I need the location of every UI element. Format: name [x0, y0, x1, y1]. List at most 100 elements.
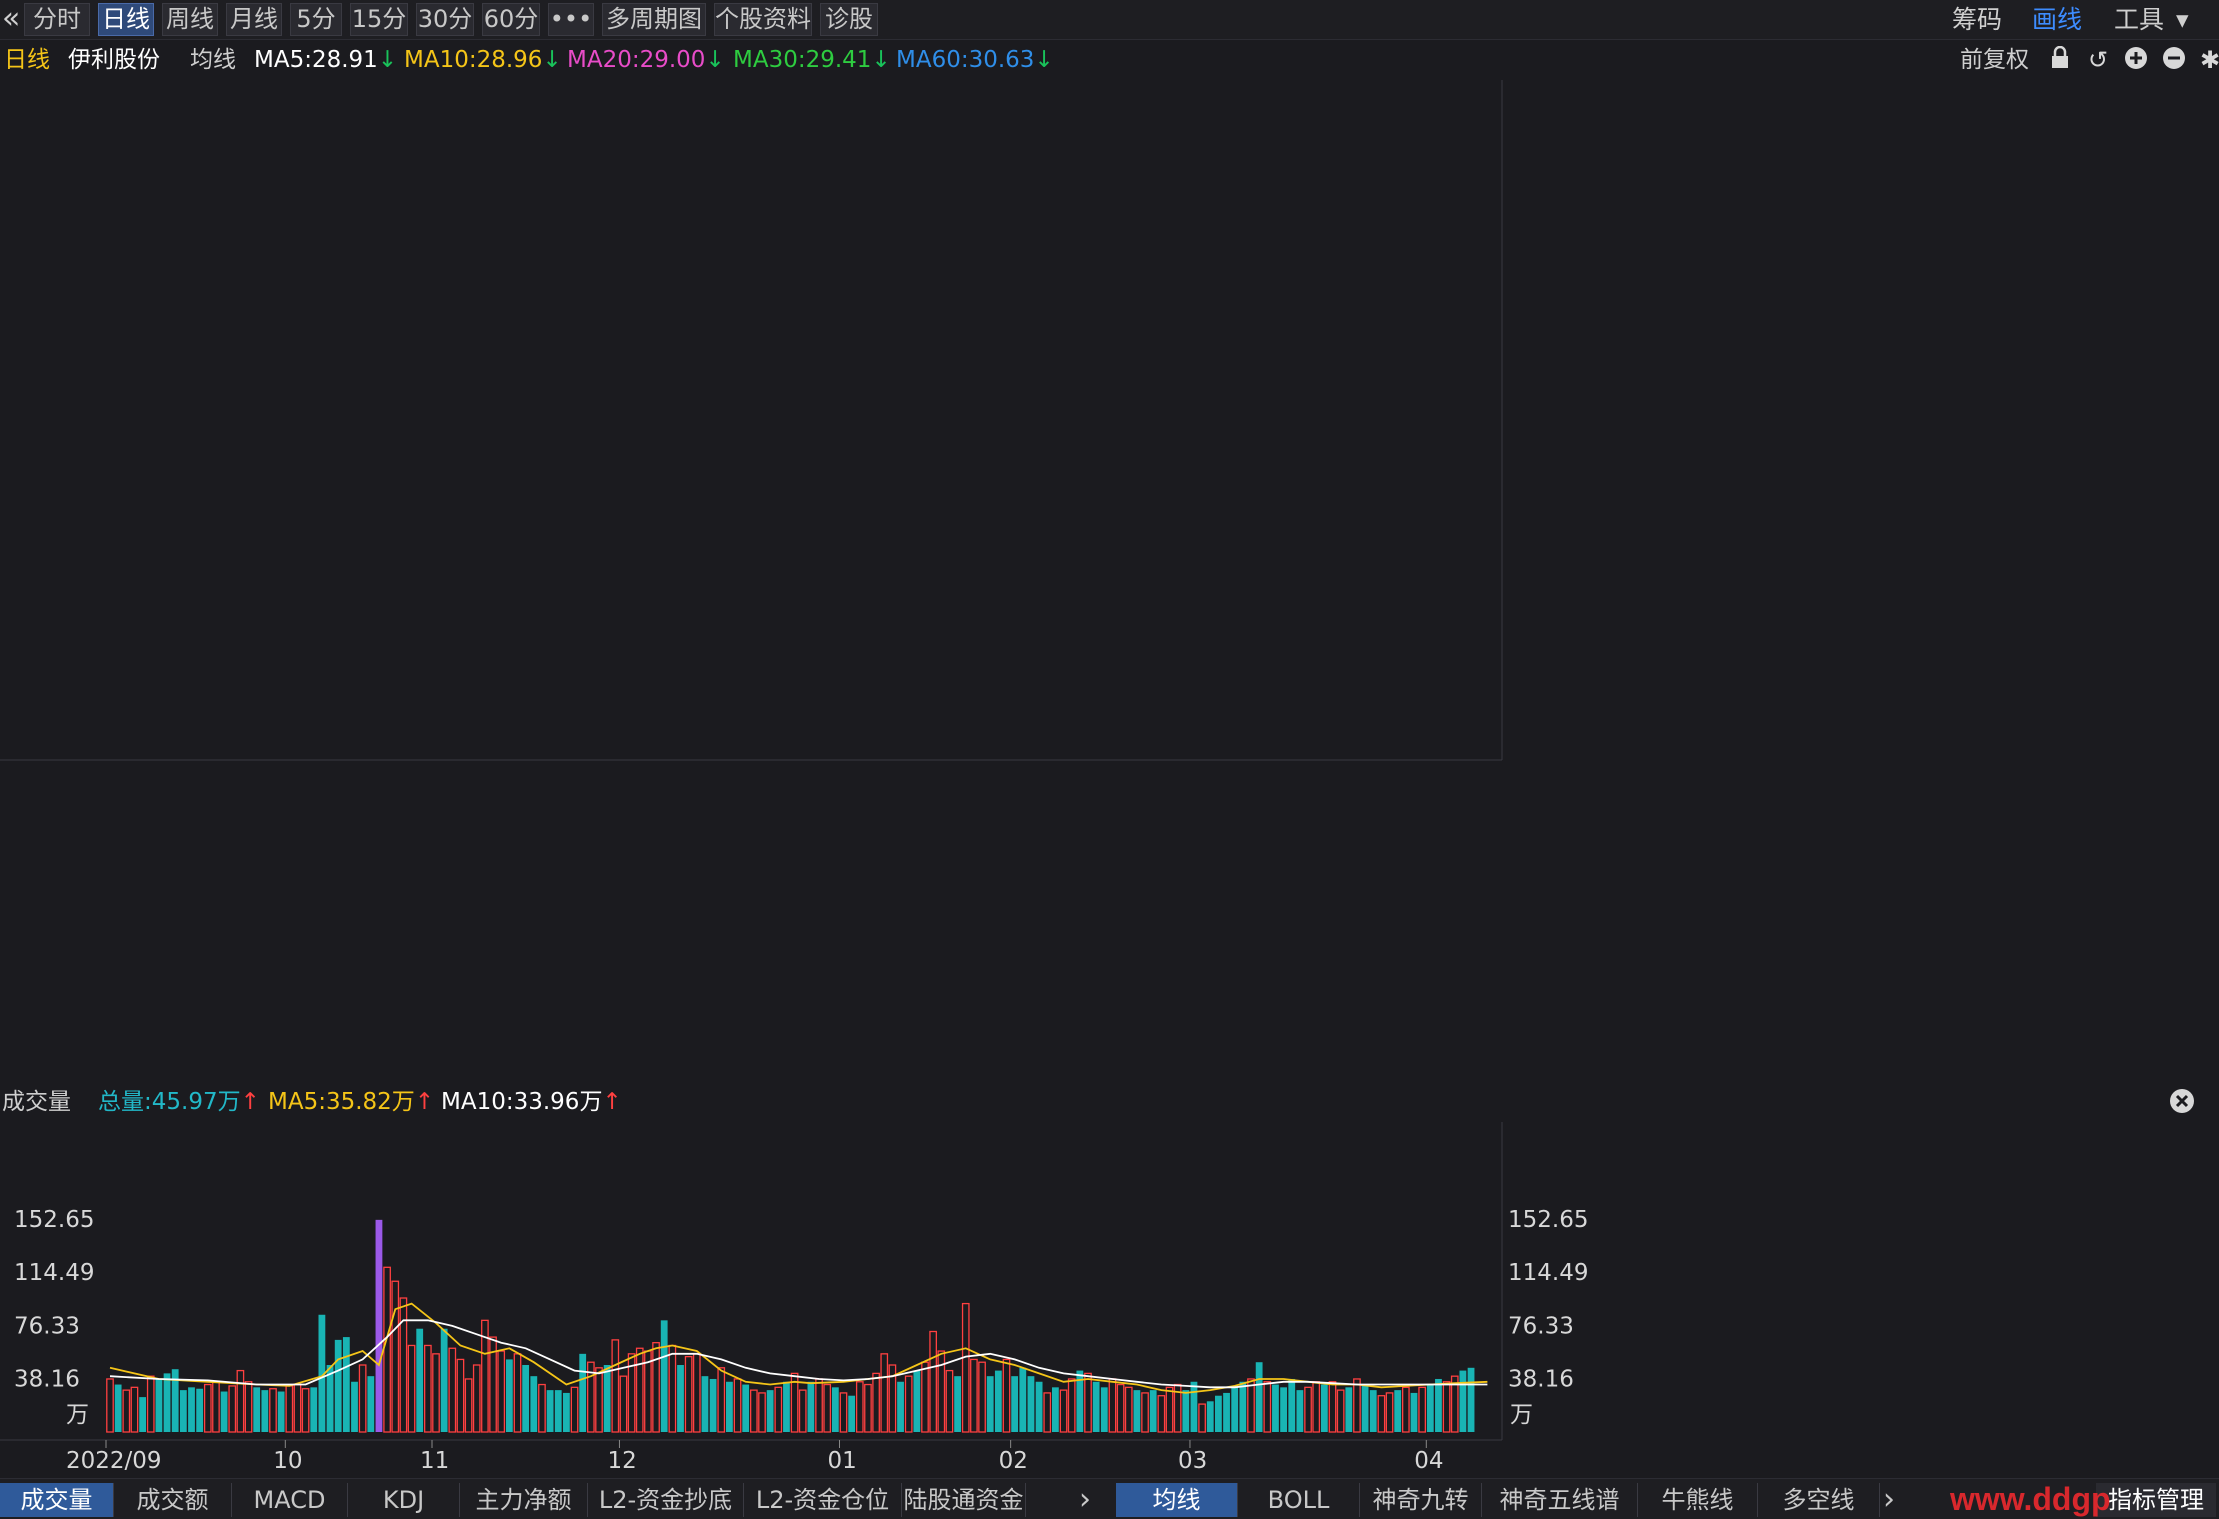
volume-bar[interactable] — [1157, 1395, 1166, 1433]
volume-bar[interactable] — [163, 1373, 171, 1432]
volume-bar[interactable] — [603, 1365, 611, 1432]
volume-bar[interactable] — [106, 1378, 114, 1433]
volume-bar[interactable] — [1231, 1387, 1239, 1432]
indicator-tab-5[interactable]: L2-资金抄底 — [588, 1483, 744, 1517]
volume-bar[interactable] — [627, 1353, 636, 1433]
ma-label[interactable]: 均线 — [190, 47, 236, 73]
volume-bar[interactable] — [1011, 1376, 1019, 1432]
volume-bar[interactable] — [1435, 1378, 1442, 1432]
volume-bar[interactable] — [798, 1389, 807, 1433]
period-tab-9[interactable]: 多周期图 — [602, 3, 706, 36]
volume-bar[interactable] — [701, 1376, 709, 1432]
volume-title[interactable]: 成交量 — [2, 1089, 71, 1115]
volume-bar[interactable] — [1124, 1386, 1133, 1433]
volume-bar[interactable] — [122, 1389, 131, 1433]
volume-bar[interactable] — [554, 1390, 562, 1432]
volume-bar[interactable] — [1133, 1390, 1141, 1432]
volume-bar[interactable] — [383, 1266, 391, 1433]
volume-bar[interactable] — [203, 1383, 212, 1433]
settings-icon[interactable]: ✱ — [2199, 46, 2219, 74]
back-chevron-icon[interactable]: « — [2, 1, 21, 36]
volume-bar[interactable] — [1263, 1381, 1272, 1433]
volume-bar[interactable] — [929, 1330, 938, 1433]
price-chart[interactable]: 36.0036.0034.0034.0032.0032.0030.0030.00… — [0, 80, 2219, 1085]
volume-bar[interactable] — [986, 1376, 994, 1432]
volume-bar[interactable] — [913, 1370, 921, 1432]
volume-bar[interactable] — [326, 1365, 334, 1432]
volume-bar[interactable] — [244, 1381, 253, 1433]
volume-bar[interactable] — [635, 1347, 644, 1433]
volume-bar[interactable] — [220, 1391, 228, 1432]
volume-bar[interactable] — [1198, 1403, 1206, 1433]
volume-bar[interactable] — [709, 1378, 717, 1432]
volume-bar[interactable] — [139, 1397, 146, 1432]
volume-bar[interactable] — [563, 1392, 570, 1432]
volume-bar[interactable] — [212, 1381, 220, 1433]
period-tab-11[interactable]: 诊股 — [820, 3, 878, 36]
volume-bar[interactable] — [1141, 1392, 1149, 1433]
period-tab-7[interactable]: 60分 — [482, 3, 540, 36]
volume-bar[interactable] — [1418, 1386, 1426, 1433]
period-tab-1[interactable]: 日线 — [98, 3, 154, 36]
lock-icon[interactable] — [2046, 45, 2074, 74]
volume-bar[interactable] — [579, 1353, 587, 1432]
volume-bar[interactable] — [114, 1384, 122, 1432]
volume-bar[interactable] — [1035, 1381, 1043, 1432]
volume-bar[interactable] — [897, 1381, 904, 1432]
volume-bar[interactable] — [301, 1388, 310, 1433]
volume-bar[interactable] — [1149, 1390, 1157, 1432]
volume-bar[interactable] — [171, 1369, 179, 1432]
volume-chart[interactable]: 152.65 152.65 114.49 114.49 76.33 76.33 38.16 3… — [0, 1122, 2219, 1478]
volume-bar[interactable] — [1377, 1395, 1386, 1433]
volume-bar[interactable] — [261, 1390, 269, 1432]
period-tab-5[interactable]: 15分 — [350, 3, 408, 36]
volume-bar[interactable] — [1165, 1386, 1174, 1433]
volume-bar[interactable] — [1108, 1378, 1117, 1433]
volume-bar[interactable] — [358, 1364, 367, 1433]
volume-bar[interactable] — [684, 1355, 693, 1433]
volume-bar[interactable] — [179, 1390, 187, 1432]
indicator-tab-3[interactable]: KDJ — [348, 1483, 460, 1517]
close-icon[interactable] — [2168, 1088, 2196, 1116]
volume-bar[interactable] — [1239, 1381, 1247, 1432]
chevron-right-icon[interactable]: › — [1079, 1482, 1091, 1517]
volume-bar[interactable] — [1304, 1386, 1312, 1433]
volume-bar[interactable] — [611, 1339, 620, 1433]
volume-bar[interactable] — [790, 1372, 799, 1433]
volume-bar[interactable] — [726, 1381, 733, 1432]
volume-bar[interactable] — [1092, 1381, 1100, 1432]
overlay-tab-2[interactable]: 神奇九转 — [1360, 1483, 1482, 1517]
volume-bar[interactable] — [432, 1353, 440, 1433]
volume-bar[interactable] — [904, 1375, 913, 1433]
indicator-tab-6[interactable]: L2-资金仓位 — [744, 1483, 902, 1517]
volume-bar[interactable] — [831, 1387, 839, 1432]
volume-bar[interactable] — [310, 1387, 318, 1432]
volume-bar[interactable] — [750, 1389, 758, 1433]
volume-bar[interactable] — [1394, 1390, 1402, 1432]
volume-bar[interactable] — [848, 1395, 856, 1432]
toolbar-right-item-0[interactable]: 筹码 — [1952, 5, 2003, 34]
volume-bar[interactable] — [155, 1378, 163, 1432]
volume-bar[interactable] — [481, 1319, 489, 1433]
volume-bar[interactable] — [497, 1350, 506, 1433]
volume-bar[interactable] — [448, 1347, 457, 1433]
volume-bar[interactable] — [1459, 1370, 1467, 1432]
volume-bar[interactable] — [758, 1392, 766, 1433]
volume-bar[interactable] — [464, 1378, 473, 1433]
volume-bar[interactable] — [815, 1378, 823, 1433]
indicator-tab-7[interactable]: 陆股通资金 — [902, 1483, 1026, 1517]
volume-bar[interactable] — [1052, 1387, 1059, 1432]
volume-bar[interactable] — [1206, 1401, 1214, 1432]
volume-bar[interactable] — [961, 1302, 970, 1433]
volume-bar[interactable] — [1215, 1395, 1222, 1432]
volume-bar[interactable] — [1296, 1390, 1304, 1432]
period-tab-8[interactable]: ••• — [548, 3, 594, 36]
volume-bar[interactable] — [472, 1364, 481, 1433]
stock-name[interactable]: 伊利股份 — [68, 47, 160, 73]
volume-bar[interactable] — [423, 1344, 432, 1433]
volume-bar[interactable] — [774, 1386, 783, 1433]
volume-bar[interactable] — [1336, 1389, 1345, 1433]
volume-bar[interactable] — [1353, 1378, 1361, 1433]
volume-bar[interactable] — [489, 1336, 497, 1433]
toolbar-right-item-2[interactable]: 工具 — [2114, 5, 2165, 34]
